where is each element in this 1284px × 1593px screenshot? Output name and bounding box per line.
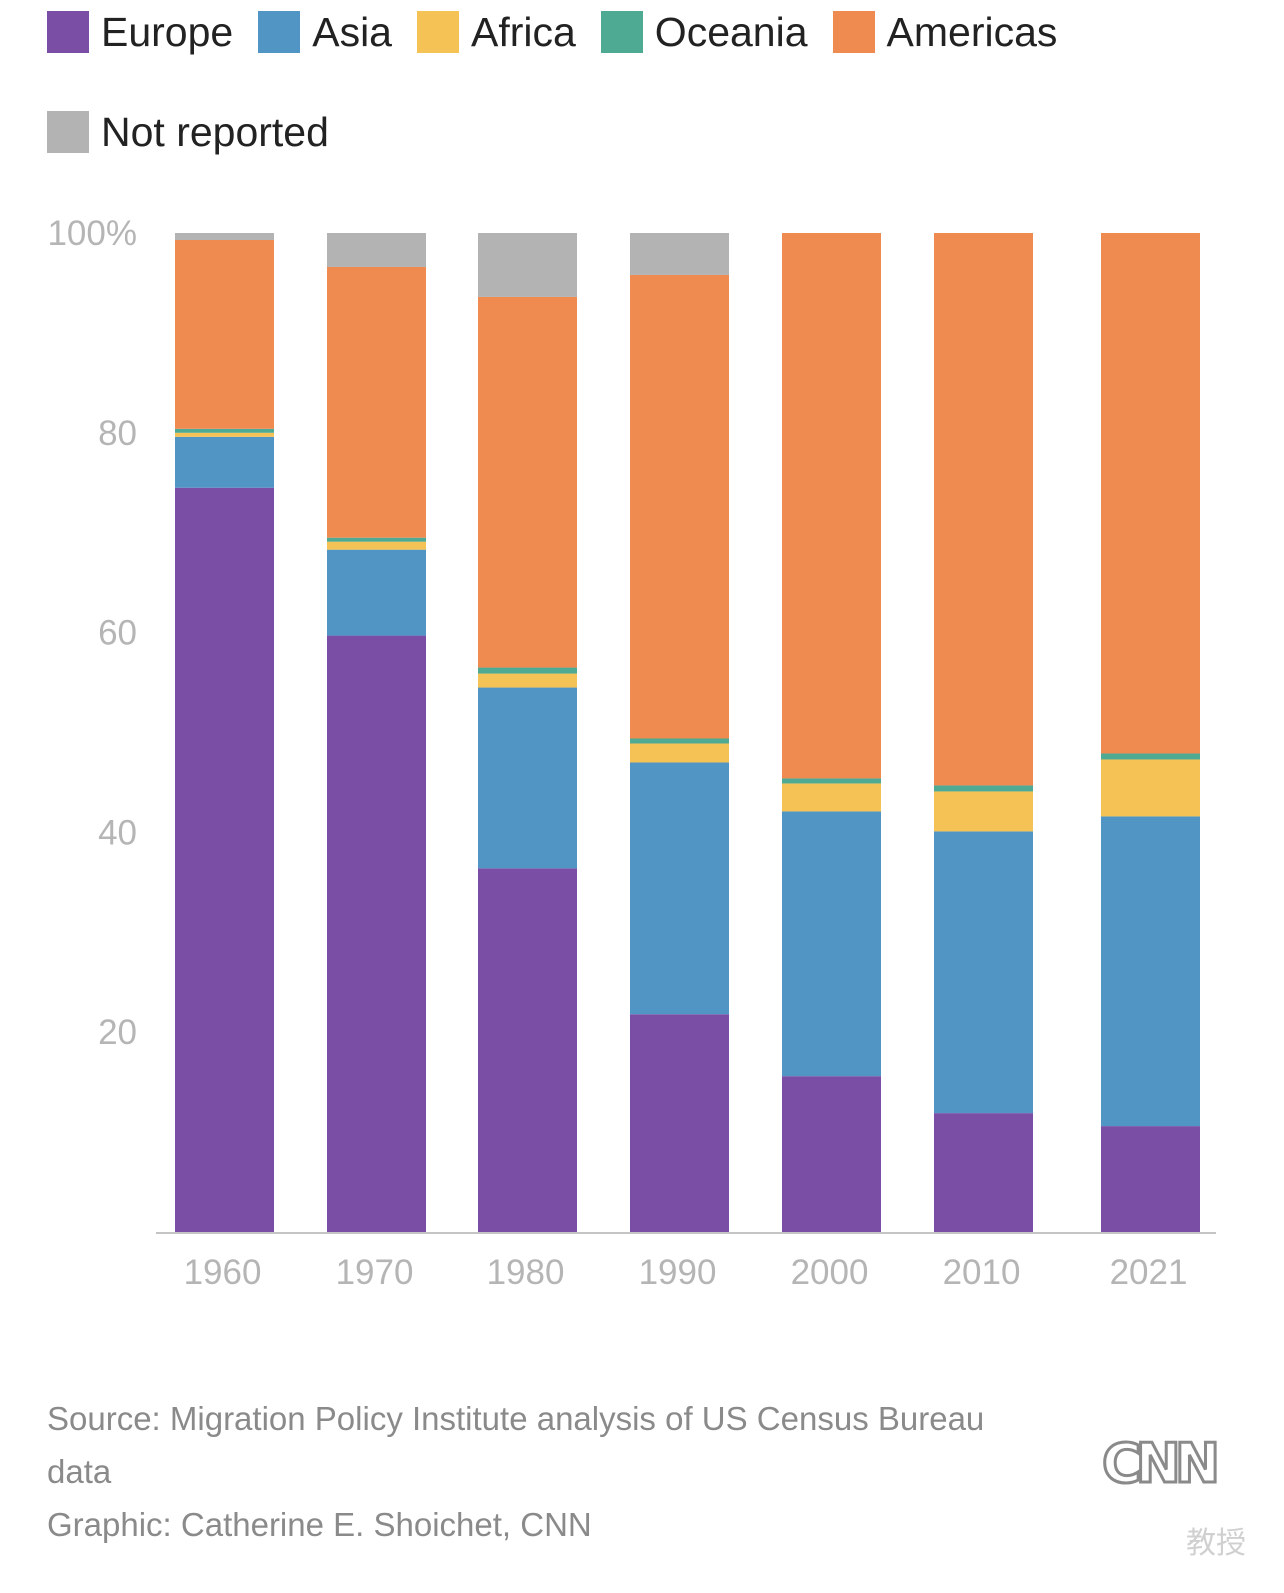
watermark-text: 教授 xyxy=(1186,1527,1246,1560)
bar-segment-oceania xyxy=(630,738,729,744)
bar-segment-oceania xyxy=(782,778,881,784)
bar-segment-americas xyxy=(782,233,881,779)
bar-segment-oceania xyxy=(1101,753,1200,760)
chart-legend: Europe Asia Africa Oceania Americas Not … xyxy=(47,8,1227,155)
bar-segment-africa xyxy=(934,791,1033,832)
bar-segment-asia xyxy=(630,762,729,1015)
bar-segment-americas xyxy=(630,274,729,739)
bar-segment-oceania xyxy=(327,537,426,542)
bar-segment-americas xyxy=(1101,233,1200,754)
bar-segment-oceania xyxy=(175,428,274,433)
legend-swatch-asia xyxy=(258,11,301,53)
legend-item-africa: Africa xyxy=(416,8,576,55)
bar-segment-europe xyxy=(630,1014,729,1232)
bar-segment-europe xyxy=(327,635,426,1232)
bar-segment-oceania xyxy=(478,667,577,674)
legend-swatch-oceania xyxy=(600,11,643,53)
legend-item-asia: Asia xyxy=(258,8,392,55)
bar-segment-americas xyxy=(175,239,274,429)
legend-swatch-africa xyxy=(416,11,459,53)
bar-segment-europe xyxy=(478,868,577,1232)
cnn-logo: CNN xyxy=(1100,1431,1221,1497)
x-tick-label: 1970 xyxy=(336,1253,414,1292)
bar-segment-asia xyxy=(327,549,426,636)
x-tick-label: 2000 xyxy=(791,1253,869,1292)
bar-segment-asia xyxy=(1101,816,1200,1127)
bar-segment-asia xyxy=(782,811,881,1077)
legend-item-europe: Europe xyxy=(47,8,234,55)
legend-item-oceania: Oceania xyxy=(600,8,808,55)
bar-segment-not-reported xyxy=(478,233,577,297)
legend-item-americas: Americas xyxy=(832,8,1058,55)
bar-segment-oceania xyxy=(934,785,1033,792)
y-axis-tick-labels: 100% 80 60 40 20 xyxy=(47,214,137,1052)
bar-segment-not-reported xyxy=(630,233,729,275)
bar-segment-asia xyxy=(478,687,577,869)
legend-label-europe: Europe xyxy=(101,8,234,55)
graphic-credit: Graphic: Catherine E. Shoichet, CNN xyxy=(47,1506,592,1543)
bar-segment-asia xyxy=(934,831,1033,1114)
bar-segment-africa xyxy=(1101,759,1200,817)
bar-segment-americas xyxy=(478,296,577,668)
legend-swatch-not-reported xyxy=(47,111,89,153)
x-tick-label: 2010 xyxy=(943,1253,1021,1292)
legend-label-africa: Africa xyxy=(470,8,576,55)
x-tick-label: 1960 xyxy=(184,1253,262,1292)
legend-swatch-americas xyxy=(832,11,875,53)
bar-segment-africa xyxy=(782,783,881,812)
bar-segment-africa xyxy=(630,743,729,763)
legend-label-americas: Americas xyxy=(886,8,1058,55)
legend-item-not-reported: Not reported xyxy=(47,108,329,155)
bar-segment-not-reported xyxy=(327,233,426,267)
bar-segment-europe xyxy=(782,1076,881,1232)
legend-label-oceania: Oceania xyxy=(654,8,808,55)
bar-segment-africa xyxy=(327,541,426,550)
bar-segment-europe xyxy=(175,487,274,1232)
legend-label-not-reported: Not reported xyxy=(101,108,329,155)
x-tick-label: 1980 xyxy=(487,1253,565,1292)
x-axis-tick-labels: 1960 1970 1980 1990 2000 2010 2021 xyxy=(184,1253,1188,1292)
bar-segment-americas xyxy=(327,266,426,538)
bar-segment-not-reported xyxy=(175,233,274,240)
x-tick-label: 2021 xyxy=(1110,1253,1188,1292)
y-tick-label: 40 xyxy=(98,813,137,852)
y-tick-label: 100% xyxy=(47,214,137,253)
bar-segment-asia xyxy=(175,436,274,488)
stacked-bar-chart: 100% 80 60 40 20 1960 1970 1980 1990 2000 2010 202… xyxy=(47,214,1216,1292)
bar-segment-africa xyxy=(175,432,274,437)
source-note-continued: data xyxy=(47,1453,112,1490)
bar-segment-europe xyxy=(1101,1126,1200,1232)
source-note: Source: Migration Policy Institute analy… xyxy=(47,1400,985,1437)
bar-segment-africa xyxy=(478,673,577,688)
legend-swatch-europe xyxy=(47,11,89,53)
bar-segment-europe xyxy=(934,1113,1033,1232)
x-tick-label: 1990 xyxy=(639,1253,717,1292)
bar-segment-americas xyxy=(934,233,1033,786)
chart-footer: Source: Migration Policy Institute analy… xyxy=(47,1392,1067,1551)
bar-stacks xyxy=(175,233,1200,1232)
y-tick-label: 60 xyxy=(98,614,137,653)
y-tick-label: 20 xyxy=(98,1013,137,1052)
legend-label-asia: Asia xyxy=(312,8,392,55)
y-tick-label: 80 xyxy=(98,414,137,453)
